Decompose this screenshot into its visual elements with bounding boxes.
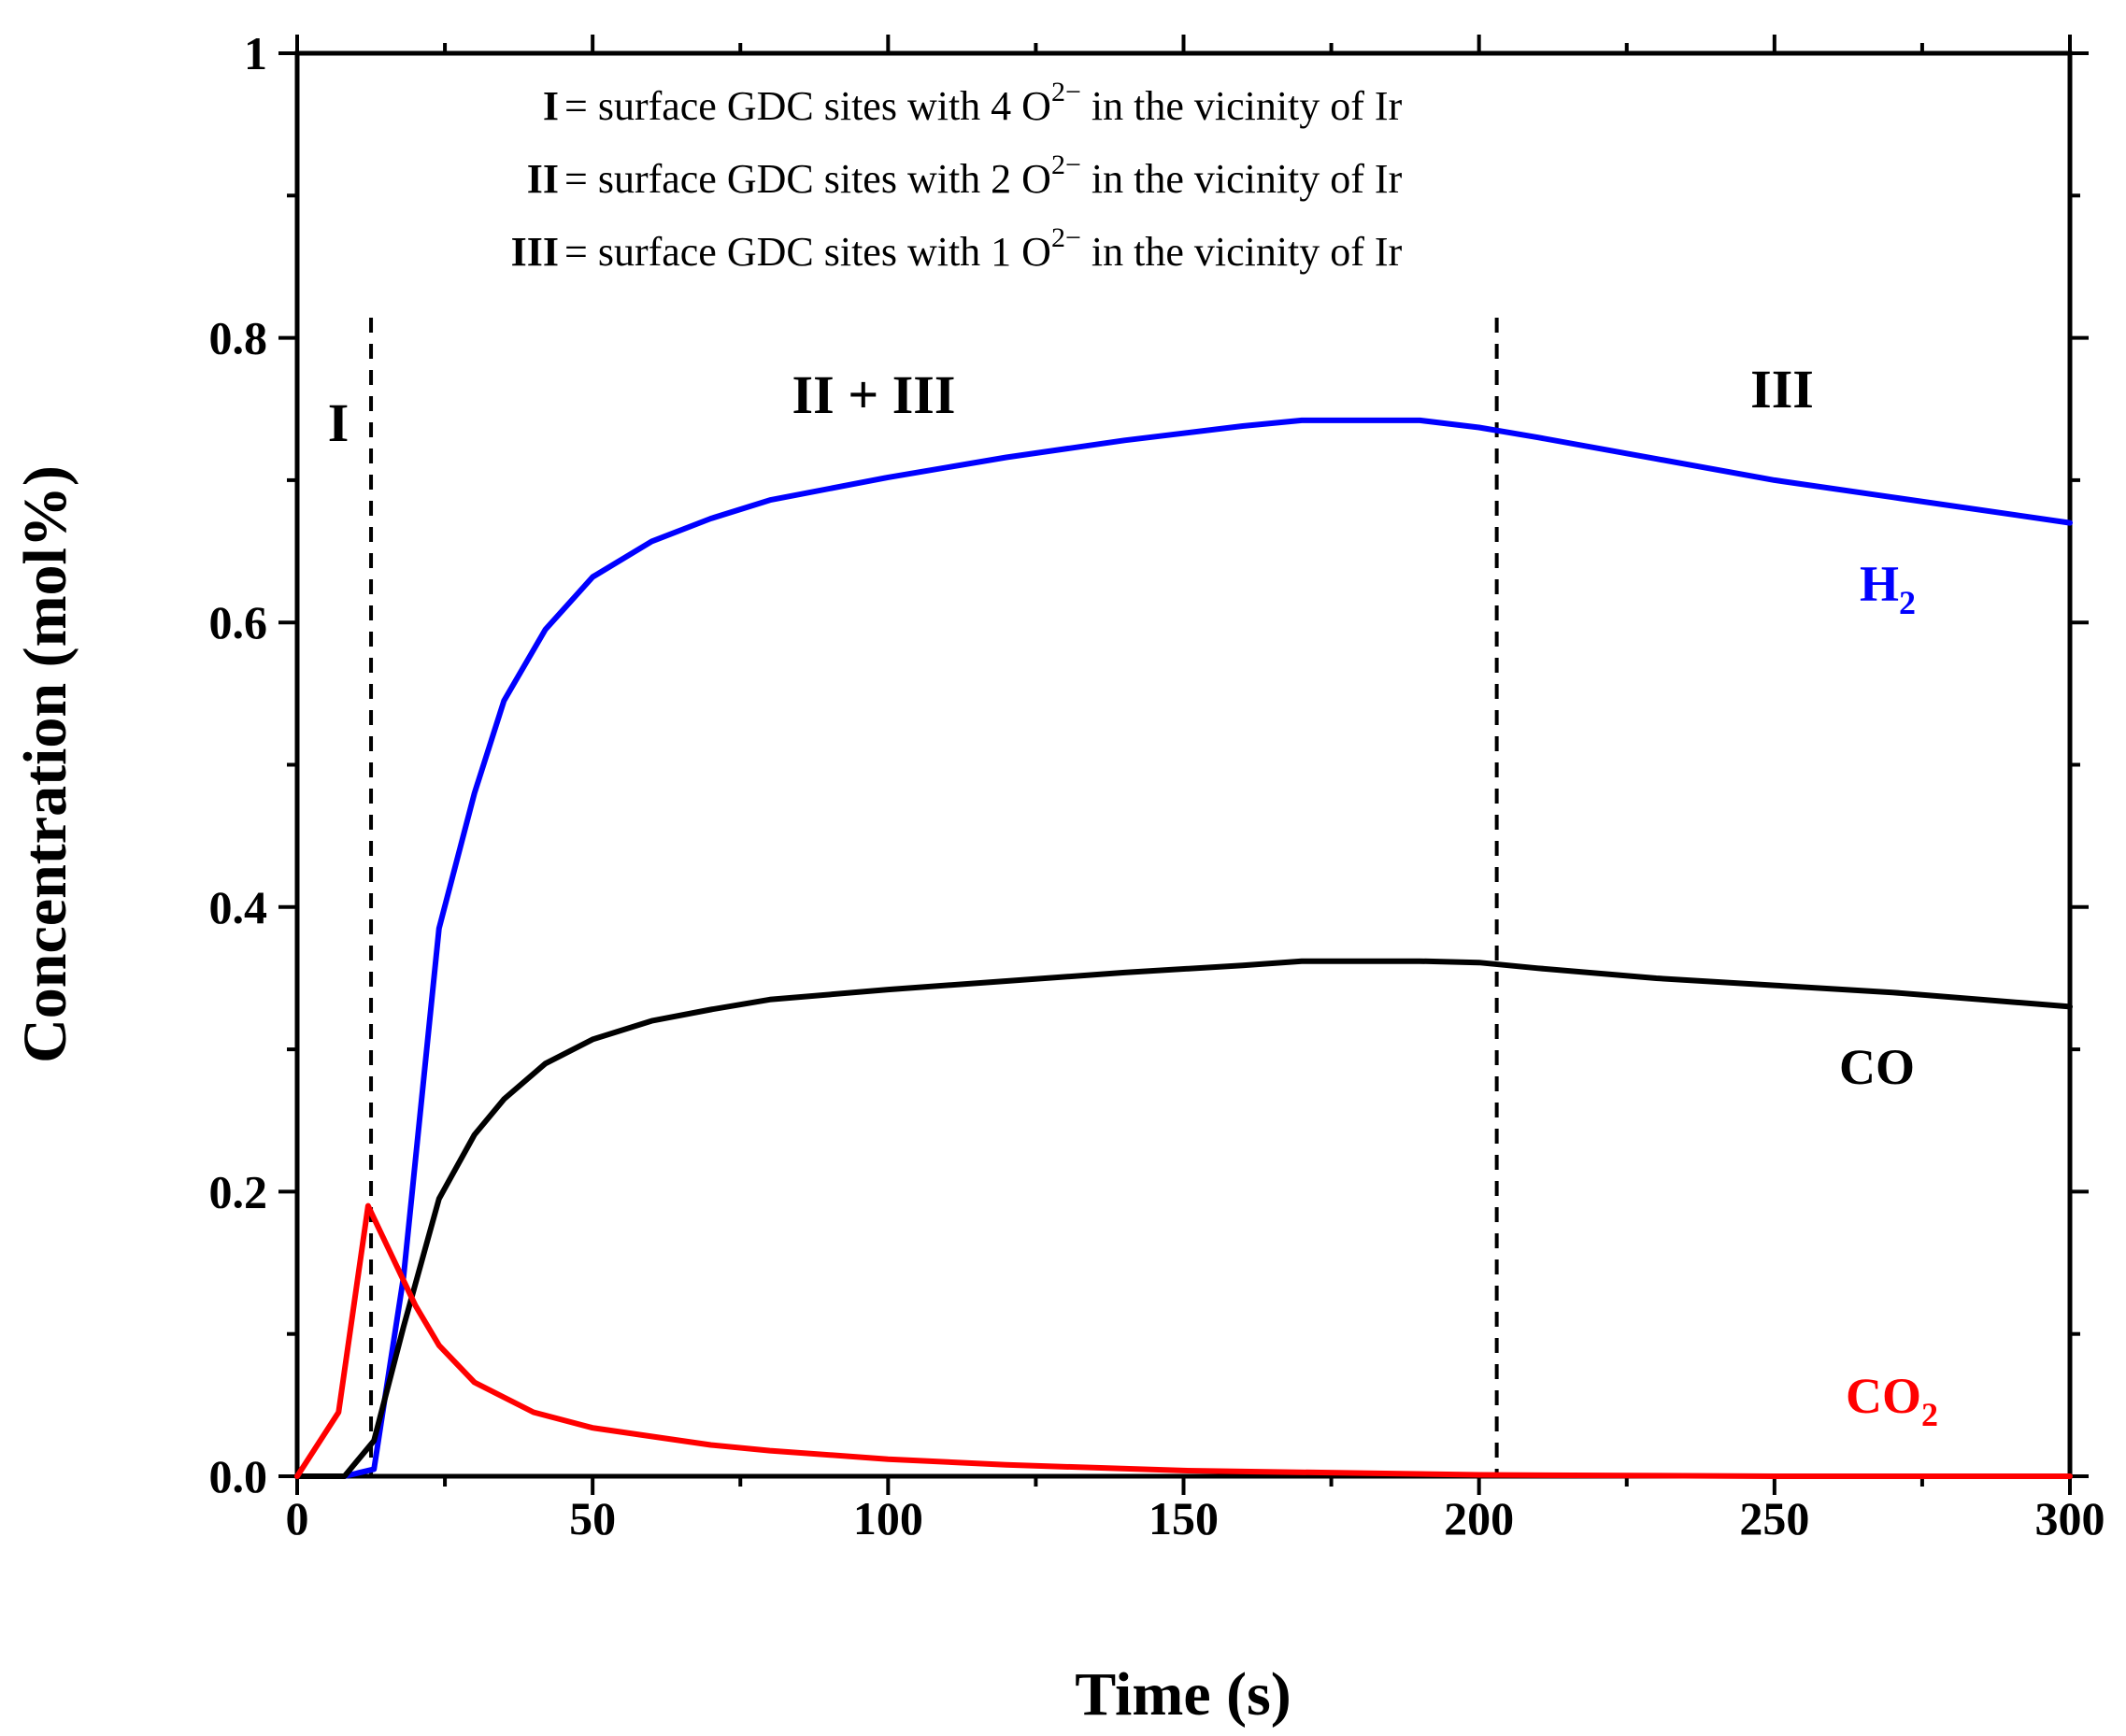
axis-tick-labels: 0 50 100 150 200 250 300 0.0 0.2 0.4 0.6 0.8 1 [209, 27, 2105, 1544]
y-tick-label: 0.0 [209, 1450, 268, 1502]
x-tick-label: 300 [2035, 1492, 2105, 1544]
x-tick-label: 100 [853, 1492, 923, 1544]
annotation-line-3: III [511, 229, 559, 275]
region-label-3: III [1750, 359, 1814, 420]
x-axis-title: Time (s) [1075, 1660, 1291, 1729]
y-tick-label: 0.8 [209, 312, 268, 364]
y-tick-label: 0.4 [209, 881, 268, 933]
region-dividers [369, 318, 1499, 1476]
y-tick-label: 0.6 [209, 596, 268, 648]
h2-line [294, 417, 2073, 1479]
series-label-h2: H2 [1860, 556, 1916, 621]
x-tick-label: 0 [286, 1492, 309, 1544]
series-label-co2: CO2 [1846, 1368, 1938, 1433]
y-axis-title: Concentration (mol%) [11, 465, 79, 1063]
y-tick-label: 1 [244, 27, 267, 79]
region-label-2: II + III [792, 364, 956, 425]
co-line [294, 958, 2073, 1479]
x-tick-label: 50 [569, 1492, 616, 1544]
annotation-text-2: = surface GDC sites with 2 O2− in the vi… [564, 149, 1403, 202]
annotation-line-2: II [527, 156, 559, 202]
series-label-co: CO [1839, 1039, 1915, 1095]
y-tick-label: 0.2 [209, 1165, 268, 1217]
series-lines [294, 417, 2073, 1479]
annotation-line-1: I [543, 83, 559, 129]
x-tick-label: 200 [1444, 1492, 1514, 1544]
annotation-block: I = surface GDC sites with 4 O2− in the … [511, 77, 1403, 275]
region-label-1: I [328, 392, 350, 453]
x-tick-label: 150 [1149, 1492, 1219, 1544]
annotation-text-1: = surface GDC sites with 4 O2− in the vi… [564, 77, 1403, 129]
annotation-text-3: = surface GDC sites with 1 O2− in the vi… [564, 222, 1403, 275]
axis-ticks [278, 35, 2089, 1495]
x-tick-label: 250 [1739, 1492, 1809, 1544]
co2-line [294, 1202, 2073, 1479]
